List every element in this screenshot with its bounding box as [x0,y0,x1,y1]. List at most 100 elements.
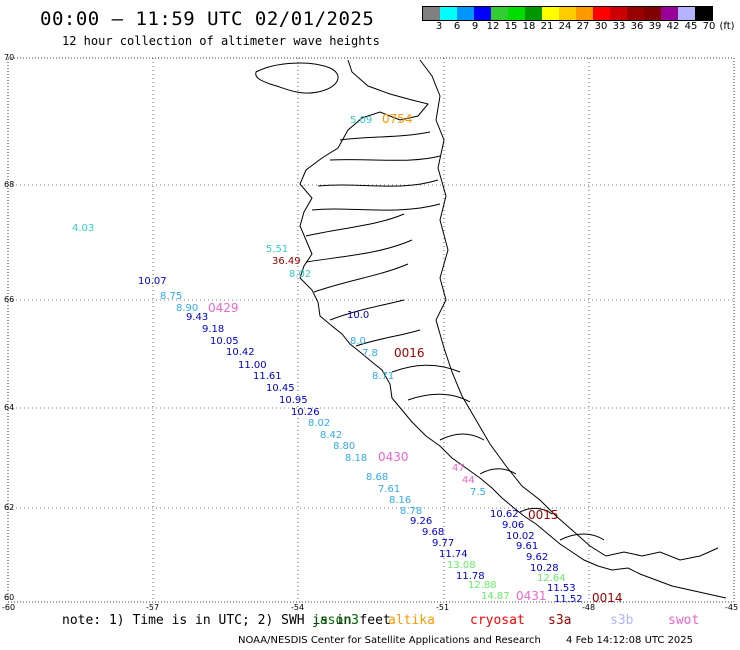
color-swatch [525,7,542,20]
wave-height-reading: 8.02 [308,418,330,429]
satellite-legend-s3b: s3b [610,613,634,628]
color-scale-label: 33 [612,21,626,32]
fjord-1 [339,131,431,141]
lat-lon-grid [8,58,734,602]
wave-height-reading: 4.03 [72,223,94,234]
map-subtitle: 12 hour collection of altimeter wave hei… [62,34,380,48]
wave-height-reading: 11.61 [253,371,282,382]
wave-height-reading: 12.88 [468,580,497,591]
track-time-label: 0429 [208,301,239,315]
footer-credit: NOAA/NESDIS Center for Satellite Applica… [238,635,541,646]
plot-frame [7,57,735,603]
color-scale-label: 42 [666,21,680,32]
wave-height-reading: 7.5 [470,487,486,498]
track-time-label: 0431 [516,589,547,603]
wave-height-reading: 8.80 [333,441,355,452]
coastline-main [299,59,727,599]
fjord-11 [407,393,471,403]
fjord-10 [391,364,461,373]
wave-height-readings: 5.094.035.5136.498.0210.078.758.909.439.… [72,115,583,605]
color-swatch [474,7,491,20]
fjord-6 [305,239,413,263]
color-swatch [678,7,695,20]
color-scale-label: 24 [558,21,572,32]
wave-height-reading: 9.06 [502,520,524,531]
wave-height-reading: 9.68 [422,527,444,538]
wave-height-reading: 8.16 [389,495,411,506]
wave-height-reading: 7.8 [362,348,378,359]
fjord-14 [519,507,553,515]
track-time-label: 0430 [378,450,409,464]
color-swatch [593,7,610,20]
fjord-5 [305,213,405,237]
wave-height-reading: 10.28 [530,563,559,574]
map-title: 00:00 – 11:59 UTC 02/01/2025 [40,8,375,30]
coastline-disko-island [255,62,339,94]
wave-height-reading: 8.75 [160,291,182,302]
fjord-15 [559,533,605,541]
satellite-legend-s3a: s3a [548,613,572,628]
lat-label-60: 60 [4,593,14,602]
wave-height-reading: 11.78 [456,571,485,582]
wave-height-reading: 10.0 [347,310,369,321]
units-note: note: 1) Time is in UTC; 2) SWH is in fe… [62,613,391,628]
wave-height-reading: 13.08 [447,560,476,571]
color-swatch [559,7,576,20]
color-scale-bar [422,6,713,21]
satellite-legend-jason3: jason3 [312,613,359,628]
lat-label-70: 70 [4,53,14,62]
color-scale-label: 9 [471,21,479,32]
wave-height-reading: 9.26 [410,516,432,527]
track-time-label: 0014 [592,591,623,605]
wave-height-reading: 36.49 [272,256,301,267]
wave-height-reading: 10.45 [266,383,295,394]
lon-label-60: -60 [2,603,15,612]
track-time-label: 0016 [394,346,425,360]
track-time-label: 0754 [382,112,413,126]
wave-height-reading: 8.71 [372,371,394,382]
color-scale-label: (ft) [719,21,735,32]
color-scale-label: 45 [684,21,698,32]
color-swatch [695,7,712,20]
greenland-coastline [255,59,727,599]
color-scale-label: 36 [630,21,644,32]
color-scale-label: 27 [576,21,590,32]
satellite-legend-swot: swot [668,613,700,628]
color-swatch [508,7,525,20]
color-scale-labels: 3 6 9 12 15 18 21 24 27 30 33 36 39 42 45 70 (ft) [422,21,735,33]
color-swatch [661,7,678,20]
wave-height-reading: 10.07 [138,276,167,287]
color-scale-label: 39 [648,21,662,32]
lon-label-45: -45 [725,603,738,612]
wave-height-reading: 8.0 [350,336,366,347]
fjord-2 [329,155,441,161]
color-swatch [576,7,593,20]
wave-height-reading: 10.95 [279,395,308,406]
color-swatch [627,7,644,20]
color-scale-label: 70 [702,21,716,32]
lat-label-66: 66 [4,295,14,304]
wave-height-reading: 10.42 [226,347,255,358]
wave-height-reading: 11.00 [238,360,267,371]
footer-timestamp: 4 Feb 14:12:08 UTC 2025 [566,635,694,646]
wave-height-reading: 11.52 [554,594,583,605]
lat-label-64: 64 [4,403,14,412]
color-swatch [457,7,474,20]
fjord-3 [317,179,439,187]
color-swatch [491,7,508,20]
wave-height-reading: 10.02 [506,531,535,542]
color-swatch [542,7,559,20]
fjord-8 [329,299,405,321]
color-swatch [610,7,627,20]
wave-height-reading: 5.09 [350,115,372,126]
wave-height-reading: 8.78 [400,506,422,517]
coastline-inland-edge [419,59,719,561]
color-scale-label: 18 [522,21,536,32]
color-scale-label: 15 [504,21,518,32]
color-swatch [440,7,457,20]
color-scale-label: 6 [453,21,461,32]
fjord-12 [439,433,485,441]
color-scale-label: 12 [486,21,500,32]
wave-height-reading: 8.42 [320,430,342,441]
